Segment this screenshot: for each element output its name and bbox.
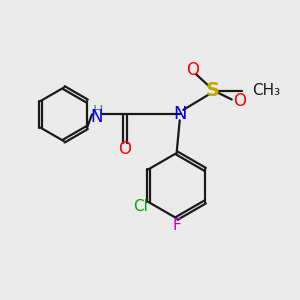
Text: N: N xyxy=(173,105,187,123)
Text: Cl: Cl xyxy=(133,199,148,214)
Text: N: N xyxy=(90,108,103,126)
Text: S: S xyxy=(206,81,219,100)
Text: O: O xyxy=(187,61,200,79)
Text: F: F xyxy=(172,218,181,233)
Text: CH₃: CH₃ xyxy=(253,83,281,98)
Text: O: O xyxy=(233,92,246,110)
Text: H: H xyxy=(93,104,103,118)
Text: O: O xyxy=(118,140,131,158)
